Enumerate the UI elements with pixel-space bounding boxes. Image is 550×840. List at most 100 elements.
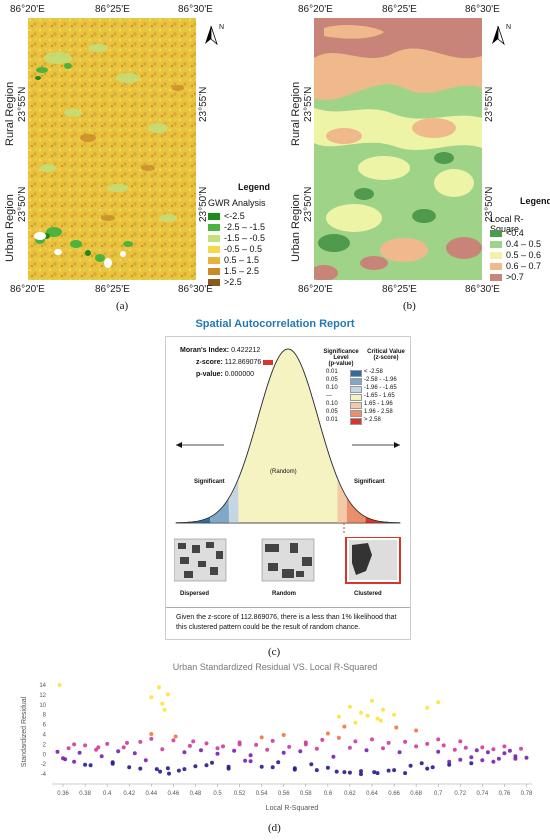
scatter-point (125, 740, 129, 745)
scatter-point (210, 760, 214, 765)
lat-coord-a-left-2: 23°50'N (17, 186, 28, 222)
rural-region-label-b: Rural Region (290, 81, 302, 146)
bottom-coord-a-1: 86°20'E (10, 284, 45, 295)
gwr-legend-label: <-2.5 (224, 211, 245, 221)
scatter-point (204, 741, 209, 746)
footer-divider (166, 607, 410, 608)
scatter-point (375, 716, 380, 721)
scatter-point (57, 683, 62, 687)
sig-row-swatch (350, 410, 362, 417)
scatter-point (314, 768, 319, 773)
gwr-legend-swatch (208, 223, 220, 231)
scatter-point (162, 707, 167, 712)
scatter-point (160, 701, 165, 706)
scatter-point (502, 751, 507, 756)
gwr-legend-label: >2.5 (224, 277, 242, 287)
scatter-point (414, 728, 419, 733)
scatter-point (359, 710, 363, 715)
critical-value-header: Critical Value (z-score) (367, 349, 405, 361)
scatter-point (66, 746, 71, 751)
scatter-point (392, 768, 397, 773)
bell-curve-diagram (175, 348, 401, 535)
y-tick-label: 14 (39, 683, 46, 689)
r-square-legend-label: >0.7 (506, 272, 524, 282)
scatter-point (270, 738, 275, 743)
scatter-point (88, 763, 93, 768)
scatter-point (334, 769, 339, 774)
scatter-point (397, 750, 402, 755)
scatter-point (378, 718, 383, 723)
sig-row-swatch (350, 402, 362, 409)
r-square-legend-label: 0.6 – 0.7 (506, 261, 542, 271)
scatter-point (436, 700, 441, 705)
lat-coord-b-left-2: 23°50'N (303, 186, 314, 222)
bottom-coord-a-2: 86°25'E (95, 284, 130, 295)
scatter-point (386, 768, 391, 773)
pattern-label-random: Random (272, 591, 296, 597)
scatter-point (325, 731, 330, 736)
scatter-point (524, 755, 529, 760)
y-tick-label: 8 (43, 713, 47, 719)
sig-row-zscore: -1.96 - -1.65 (364, 385, 397, 391)
lat-coord-a-left-1: 23°55'N (17, 86, 28, 122)
scatter-point (381, 707, 385, 712)
x-tick-label: 0.78 (521, 791, 533, 797)
gwr-legend-swatch (208, 245, 220, 253)
significant-right-label: Significant (354, 479, 385, 485)
scatter-point (72, 759, 77, 764)
scatter-point (199, 748, 203, 753)
r-square-legend-swatch (490, 240, 502, 248)
x-tick-label: 0.58 (300, 791, 312, 797)
gwr-legend-swatch (208, 267, 220, 275)
x-axis-label: Local R-Squared (266, 805, 319, 812)
north-label-a: N (219, 24, 225, 31)
gwr-legend-item: -1.5 – -0.5 (208, 233, 265, 243)
scatter-point (127, 765, 132, 770)
top-coord-b-3: 86°30'E (465, 4, 500, 15)
sig-row-pvalue: 0.10 (326, 385, 338, 391)
scatter-point (519, 746, 523, 751)
scatter-point (167, 771, 171, 776)
r-square-legend-item: <0.4 (490, 228, 524, 238)
scatter-point (149, 695, 154, 700)
sig-row-swatch (350, 386, 362, 393)
scatter-point (259, 735, 264, 740)
gwr-legend-label: -2.5 – -1.5 (224, 222, 266, 232)
scatter-point (143, 758, 148, 763)
scatter-point (215, 746, 220, 751)
scatter-point (226, 764, 231, 769)
p-value-label: p-value: 0.000000 (196, 371, 254, 378)
top-coord-b-1: 86°20'E (298, 4, 333, 15)
x-tick-label: 0.76 (499, 791, 511, 797)
scatter-point (165, 766, 170, 771)
legend-subtitle-b: Local R-Square (490, 214, 524, 234)
z-score-label: z-score: 112.869076 (196, 359, 274, 366)
scatter-point (381, 746, 385, 751)
scatter-point (96, 745, 101, 750)
scatter-point (160, 747, 165, 752)
x-tick-label: 0.42 (123, 791, 135, 797)
scatter-point (149, 732, 154, 736)
scatter-point (485, 750, 490, 755)
chart-title: Urban Standardized Residual VS. Local R-… (172, 662, 378, 672)
sig-row-pvalue: 0.05 (326, 377, 338, 383)
scatter-point (336, 735, 341, 740)
x-tick-label: 0.66 (388, 791, 400, 797)
scatter-point (458, 739, 463, 744)
sig-row-zscore: -1.65 - 1.65 (364, 393, 395, 399)
sig-level-header: Significance Level (p-value) (323, 349, 359, 367)
y-axis-label: Standardized Residual (21, 696, 28, 767)
urban-region-label-b: Urban Region (290, 194, 302, 262)
x-tick-label: 0.5 (213, 791, 222, 797)
legend-subtitle-a: GWR Analysis (208, 198, 266, 208)
scatter-point (347, 704, 352, 709)
scatter-point (314, 746, 319, 751)
scatter-point (480, 758, 485, 763)
top-coord-a-3: 86°30'E (178, 4, 213, 15)
scatter-point (502, 744, 507, 749)
bottom-coord-b-1: 86°20'E (298, 284, 333, 295)
scatter-point (513, 756, 518, 761)
sig-row-zscore: 1.96 - 2.58 (364, 409, 393, 415)
lat-coord-b-left-1: 23°55'N (303, 86, 314, 122)
pattern-label-clustered: Clustered (354, 591, 382, 597)
